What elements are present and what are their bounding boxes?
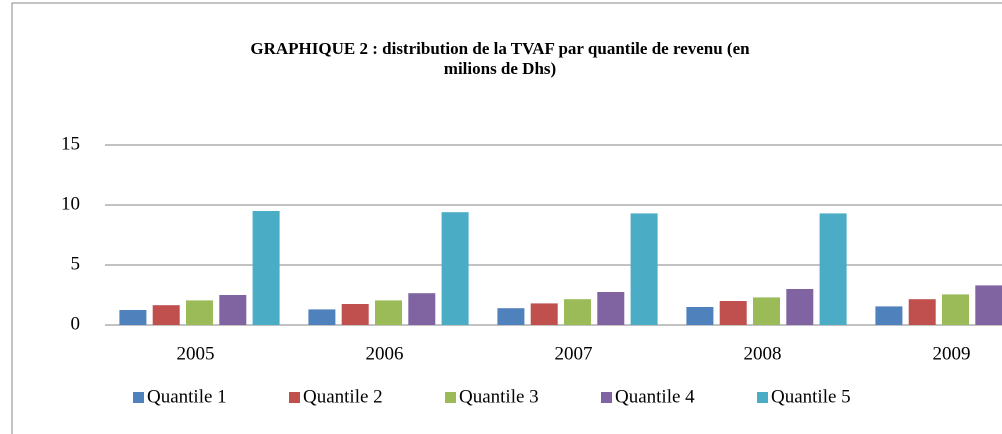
bar [630,213,658,325]
bar [819,213,847,325]
legend-label: Quantile 2 [303,386,383,407]
bar [119,310,147,325]
bar [252,211,280,325]
y-tick-label: 0 [71,313,81,334]
legend-label: Quantile 4 [615,386,695,407]
legend-label: Quantile 1 [147,386,227,407]
bar [942,294,969,325]
bar [686,307,714,325]
bar [308,309,336,325]
bar [875,306,903,325]
bar [564,299,591,325]
bar [219,295,247,325]
legend-label: Quantile 5 [771,386,851,407]
bar [908,299,936,325]
legend-swatch [133,392,144,403]
x-tick-label: 2009 [933,343,971,364]
legend-swatch [445,392,456,403]
x-tick-label: 2005 [177,343,215,364]
bar [719,301,747,325]
bar [497,308,525,325]
bar [186,300,213,325]
bar [152,305,180,325]
y-tick-label: 10 [61,193,80,214]
y-tick-label: 5 [71,253,81,274]
bar [975,285,1002,325]
bar [530,303,558,325]
bar [408,293,436,325]
bar [786,289,814,325]
x-tick-label: 2008 [744,343,782,364]
legend-swatch [601,392,612,403]
bar [441,212,469,325]
x-tick-label: 2006 [366,343,404,364]
bar [341,304,369,325]
chart-title: GRAPHIQUE 2 : distribution de la TVAF pa… [250,39,750,58]
x-tick-label: 2007 [555,343,593,364]
legend-label: Quantile 3 [459,386,539,407]
bar [597,292,625,325]
chart-title: milions de Dhs) [444,59,556,78]
legend-swatch [757,392,768,403]
bar [375,300,402,325]
bar [753,297,780,325]
y-tick-label: 15 [61,133,80,154]
legend-swatch [289,392,300,403]
